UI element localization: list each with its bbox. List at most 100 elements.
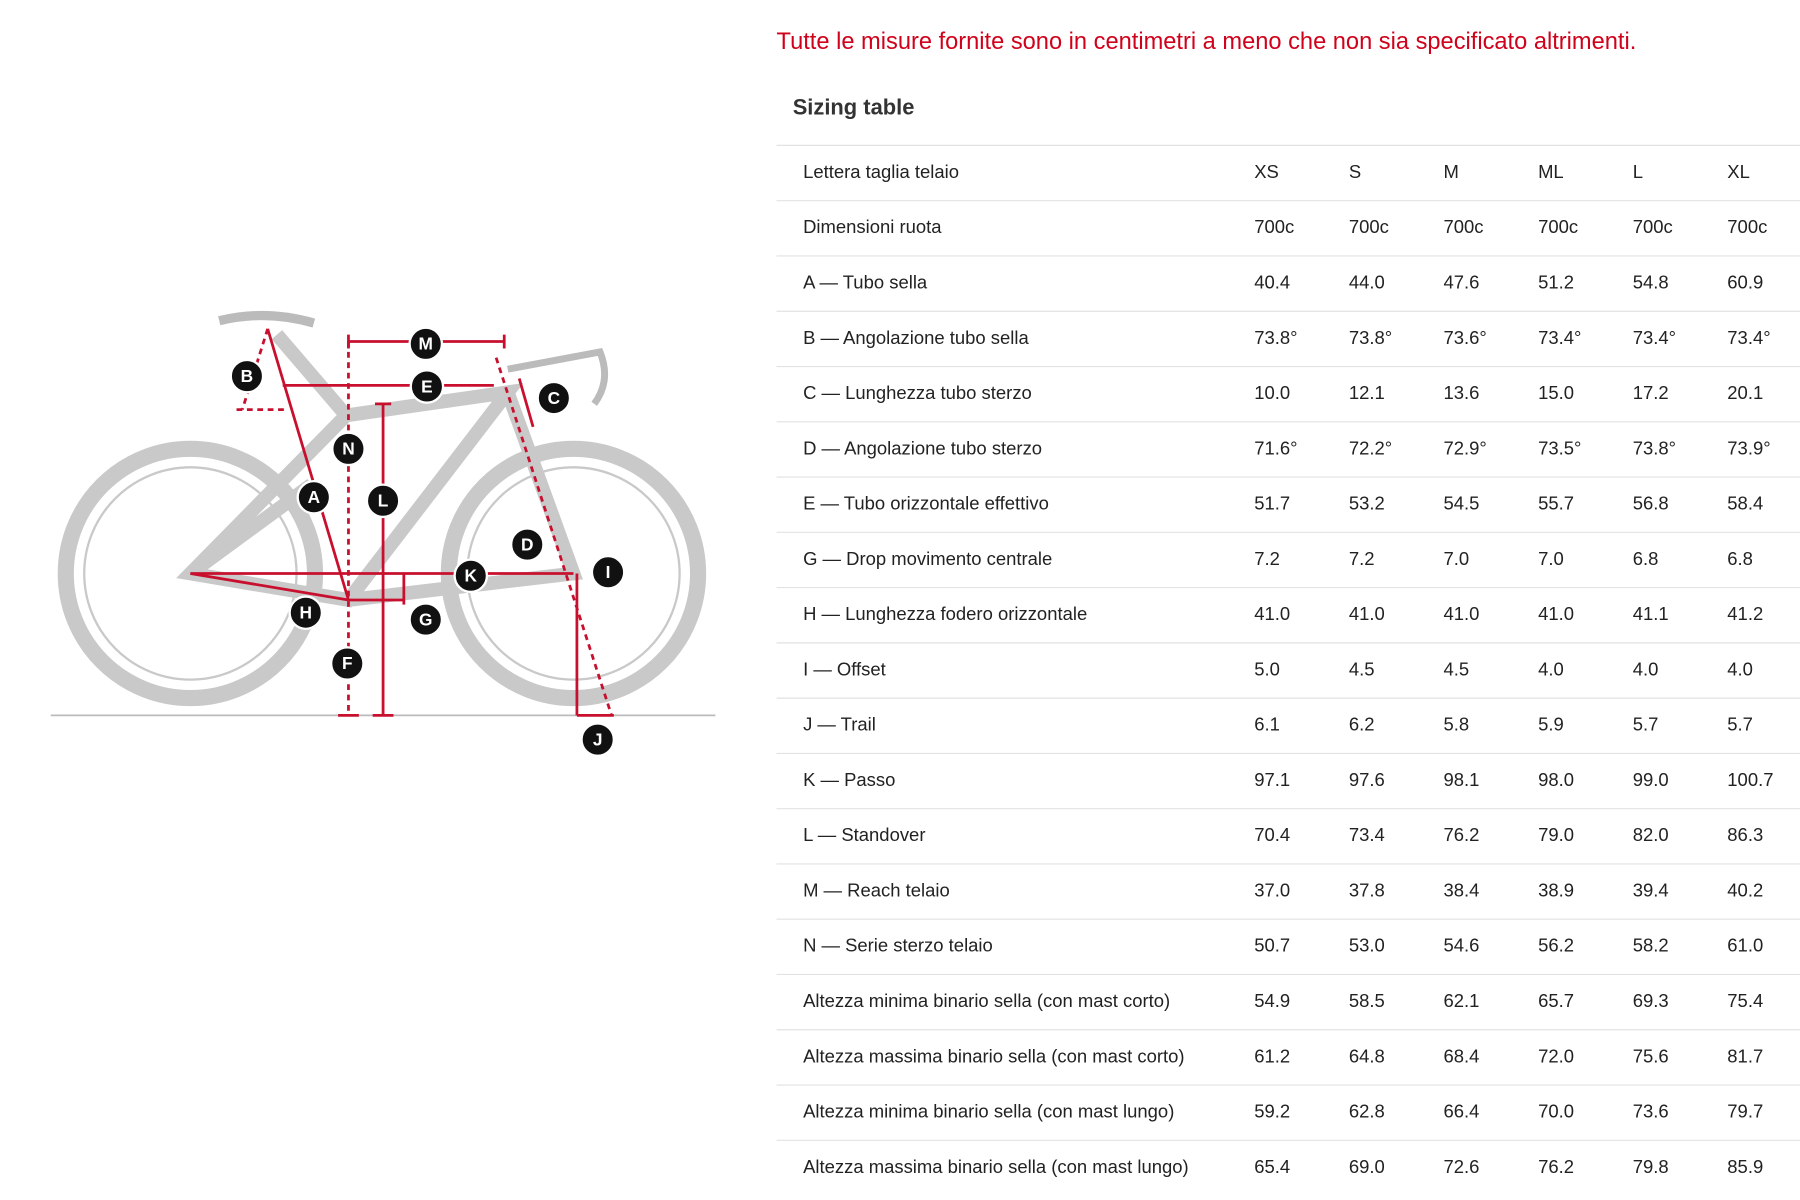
cell: 39.4 bbox=[1633, 879, 1669, 900]
cell: 97.6 bbox=[1349, 769, 1385, 790]
cell: 72.6 bbox=[1443, 1156, 1479, 1177]
cell: 72.0 bbox=[1538, 1045, 1574, 1066]
label-badge bbox=[296, 479, 332, 515]
dimension-letter: H bbox=[300, 602, 313, 622]
cell: 79.8 bbox=[1633, 1156, 1669, 1177]
row-label: J — Trail bbox=[803, 714, 876, 735]
cell: 7.0 bbox=[1443, 548, 1469, 569]
bike-diagram: M E B C N L A D K I H G F J bbox=[50, 310, 716, 757]
cell: 6.1 bbox=[1254, 714, 1280, 735]
cell: L bbox=[1633, 161, 1643, 182]
cell: 79.0 bbox=[1538, 824, 1574, 845]
cell: 79.7 bbox=[1727, 1101, 1763, 1122]
row-label: C — Lunghezza tubo sterzo bbox=[803, 382, 1032, 403]
cell: 51.7 bbox=[1254, 493, 1290, 514]
cell: 54.5 bbox=[1443, 493, 1479, 514]
dimension-letter: C bbox=[548, 388, 561, 408]
cell: 700c bbox=[1633, 216, 1673, 237]
cell: 44.0 bbox=[1349, 271, 1385, 292]
cell: 53.2 bbox=[1349, 493, 1385, 514]
label-badge bbox=[453, 558, 489, 594]
cell: 700c bbox=[1254, 216, 1294, 237]
cell: 62.1 bbox=[1443, 990, 1479, 1011]
cell: 47.6 bbox=[1443, 271, 1479, 292]
dimension-letter: B bbox=[241, 366, 254, 386]
dimension-letter: N bbox=[342, 439, 355, 459]
cell: 70.0 bbox=[1538, 1101, 1574, 1122]
label-badge bbox=[288, 595, 324, 630]
cell: 69.0 bbox=[1349, 1156, 1385, 1177]
dimension-letter: M bbox=[419, 334, 433, 354]
cell: 73.4° bbox=[1633, 327, 1676, 348]
cell: 54.6 bbox=[1443, 935, 1479, 956]
cell: 5.7 bbox=[1727, 714, 1753, 735]
cell: 73.4 bbox=[1349, 824, 1385, 845]
cell: 73.6° bbox=[1443, 327, 1486, 348]
cell: 65.4 bbox=[1254, 1156, 1290, 1177]
label-badge bbox=[590, 555, 626, 590]
cell: 70.4 bbox=[1254, 824, 1290, 845]
cell: 4.0 bbox=[1633, 658, 1659, 679]
cell: 700c bbox=[1727, 216, 1767, 237]
cell: 51.2 bbox=[1538, 271, 1574, 292]
row-label: K — Passo bbox=[803, 769, 895, 790]
cell: 700c bbox=[1538, 216, 1578, 237]
cell: 65.7 bbox=[1538, 990, 1574, 1011]
row-label: A — Tubo sella bbox=[803, 271, 928, 292]
cell: 41.0 bbox=[1349, 603, 1385, 624]
cell: 61.2 bbox=[1254, 1045, 1290, 1066]
cell: 7.2 bbox=[1254, 548, 1280, 569]
cell: 7.2 bbox=[1349, 548, 1375, 569]
cell: 60.9 bbox=[1727, 271, 1763, 292]
dimension-letter: E bbox=[421, 376, 433, 396]
table-title: Sizing table bbox=[793, 94, 915, 119]
cell: 4.0 bbox=[1727, 658, 1753, 679]
cell: 37.0 bbox=[1254, 879, 1290, 900]
cell: 71.6° bbox=[1254, 437, 1297, 458]
cell: 6.8 bbox=[1633, 548, 1659, 569]
cell: 5.0 bbox=[1254, 658, 1280, 679]
cell: 4.5 bbox=[1443, 658, 1469, 679]
cell: 41.0 bbox=[1538, 603, 1574, 624]
cell: 82.0 bbox=[1633, 824, 1669, 845]
row-label: B — Angolazione tubo sella bbox=[803, 327, 1029, 348]
dimension-letter: I bbox=[606, 562, 611, 582]
cell: 41.0 bbox=[1254, 603, 1290, 624]
cell: 69.3 bbox=[1633, 990, 1669, 1011]
row-label: N — Serie sterzo telaio bbox=[803, 935, 993, 956]
cell: 73.5° bbox=[1538, 437, 1581, 458]
cell: 4.0 bbox=[1538, 658, 1564, 679]
label-badge bbox=[329, 646, 365, 681]
cell: 73.8° bbox=[1254, 327, 1297, 348]
cell: 55.7 bbox=[1538, 493, 1574, 514]
row-label: Altezza massima binario sella (con mast … bbox=[803, 1045, 1185, 1066]
cell: 76.2 bbox=[1538, 1156, 1574, 1177]
cell: 97.1 bbox=[1254, 769, 1290, 790]
cell: 53.0 bbox=[1349, 935, 1385, 956]
cell: 5.8 bbox=[1443, 714, 1469, 735]
cell: 5.9 bbox=[1538, 714, 1564, 735]
cell: 73.4° bbox=[1727, 327, 1770, 348]
cell: 76.2 bbox=[1443, 824, 1479, 845]
row-label: Altezza minima binario sella (con mast l… bbox=[803, 1101, 1174, 1122]
cell: 4.5 bbox=[1349, 658, 1375, 679]
cell: 81.7 bbox=[1727, 1045, 1763, 1066]
cell: 41.2 bbox=[1727, 603, 1763, 624]
cell: 6.8 bbox=[1727, 548, 1753, 569]
cell: 41.0 bbox=[1443, 603, 1479, 624]
label-badge bbox=[580, 722, 615, 757]
dimension-letter: A bbox=[308, 487, 321, 507]
cell: M bbox=[1443, 161, 1458, 182]
row-label: I — Offset bbox=[803, 658, 886, 679]
label-badge bbox=[408, 326, 444, 362]
cell: 20.1 bbox=[1727, 382, 1763, 403]
cell: 5.7 bbox=[1633, 714, 1659, 735]
cell: 68.4 bbox=[1443, 1045, 1479, 1066]
cell: 62.8 bbox=[1349, 1101, 1385, 1122]
cell: 86.3 bbox=[1727, 824, 1763, 845]
cell: 85.9 bbox=[1727, 1156, 1763, 1177]
dimension-letter: F bbox=[342, 653, 353, 673]
cell: S bbox=[1349, 161, 1361, 182]
label-badge bbox=[536, 380, 572, 416]
